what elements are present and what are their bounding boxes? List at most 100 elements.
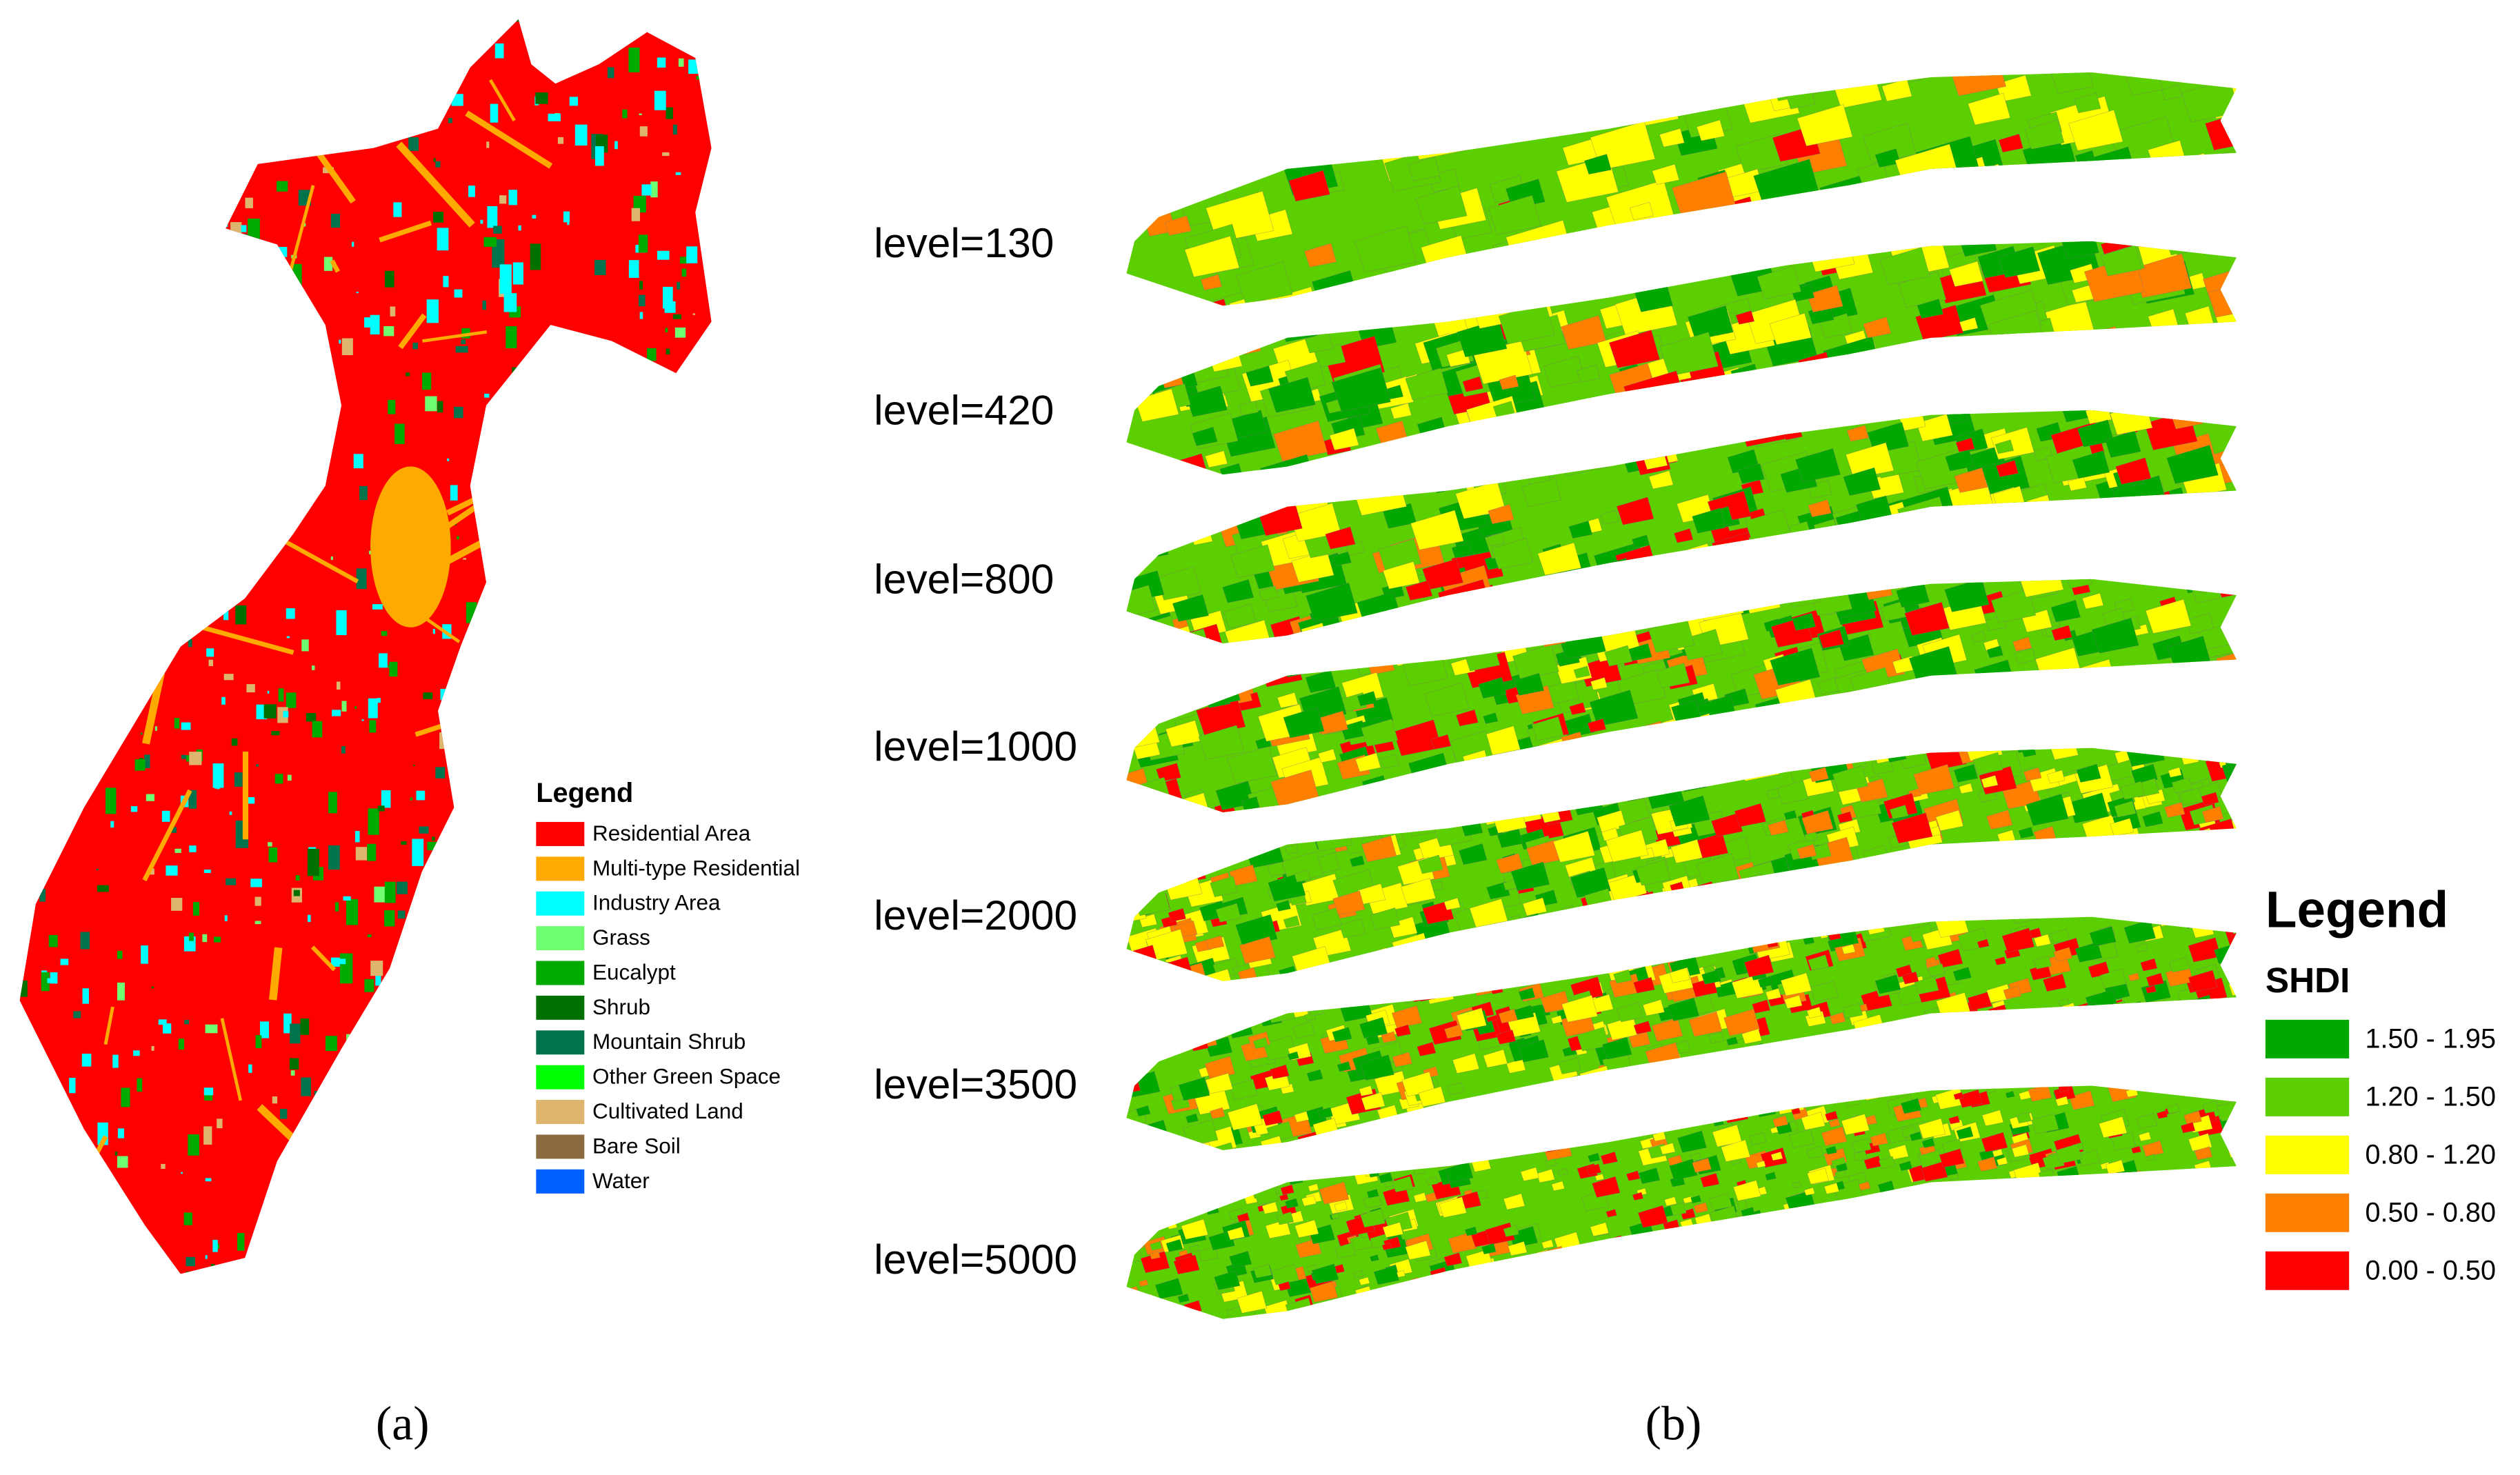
map-patch [1568, 521, 1592, 539]
map-patch [1986, 1326, 2008, 1342]
map-patch [2114, 801, 2137, 818]
land-patch [354, 46, 364, 58]
map-patch [2235, 992, 2237, 1007]
map-patch [1665, 410, 1708, 431]
map-patch [2130, 501, 2170, 532]
map-patch [1126, 523, 1163, 557]
map-patch [2125, 1029, 2150, 1047]
map-patch [1613, 970, 1632, 984]
map-patch [1963, 1224, 1982, 1238]
land-patch [427, 841, 438, 851]
map-patch [2174, 556, 2217, 589]
map-patch [1340, 1161, 1359, 1176]
map-patch [1626, 1170, 1641, 1181]
map-patch [1525, 263, 1573, 300]
map-patch [2244, 1112, 2269, 1130]
map-patch [2243, 1144, 2269, 1163]
land-patch [513, 964, 520, 978]
map-patch [1132, 615, 1179, 644]
map-patch [2019, 368, 2050, 392]
map-patch [1769, 313, 1812, 345]
land-patch [137, 681, 141, 684]
map-patch [1488, 194, 1541, 235]
map-patch [2064, 861, 2092, 881]
land-patch [8, 877, 10, 879]
map-patch [1450, 1307, 1474, 1319]
land-patch [322, 1170, 329, 1183]
map-patch [1371, 784, 1390, 798]
map-patch [2232, 606, 2237, 632]
land-patch [166, 865, 178, 876]
land-patch [451, 94, 463, 106]
map-patch [1886, 1085, 1904, 1090]
map-patch [2066, 579, 2092, 589]
map-patch [2139, 885, 2153, 896]
map-patch [1861, 211, 1908, 246]
land-patch [692, 313, 695, 315]
land-patch [265, 101, 271, 114]
land-patch [412, 992, 426, 1011]
map-patch [1494, 437, 1554, 475]
land-patch [105, 787, 117, 814]
land-patch [41, 972, 50, 992]
map-patch [1443, 766, 1468, 785]
land-patch [403, 995, 406, 999]
map-patch [1239, 79, 1294, 121]
map-patch [2130, 1031, 2148, 1045]
map-patch [1400, 438, 1421, 454]
map-patch [2251, 463, 2271, 477]
map-patch [1786, 1280, 1810, 1297]
map-patch [1794, 1056, 1819, 1075]
map-patch [1152, 1327, 1170, 1341]
map-patch [1636, 1301, 1654, 1315]
map-patch [1452, 1053, 1480, 1074]
map-patch [1821, 410, 1870, 428]
map-patch [1443, 72, 1466, 89]
land-patch [499, 1054, 511, 1061]
land-patch [254, 896, 261, 906]
map-patch [1143, 301, 1210, 306]
land-patch [357, 123, 361, 128]
map-patch [1925, 862, 1947, 879]
land-patch [548, 27, 554, 37]
map-patch [2201, 536, 2232, 560]
map-patch [2145, 1251, 2157, 1261]
map-patch [1333, 630, 1383, 668]
map-patch [1139, 1297, 1159, 1313]
map-patch [1417, 779, 1446, 801]
map-patch [2231, 920, 2237, 941]
map-patch [1770, 1285, 1779, 1292]
map-patch [1216, 642, 1239, 659]
map-patch [1998, 1085, 2012, 1088]
land-patch [319, 1090, 328, 1107]
map-patch [1853, 1031, 1886, 1056]
map-patch [1958, 1089, 1983, 1108]
map-patch [1606, 902, 1646, 932]
map-patch [2035, 837, 2050, 850]
map-patch [2082, 592, 2104, 610]
map-patch [1462, 376, 1483, 392]
map-patch [1252, 1037, 1269, 1049]
map-patch [1128, 1010, 1153, 1029]
map-patch [1254, 978, 1290, 1005]
map-patch [1255, 977, 1290, 1003]
map-patch [1189, 1142, 1213, 1150]
land-patch [83, 159, 86, 163]
map-patch [1661, 390, 1681, 405]
map-patch [2241, 572, 2285, 605]
land-patch [131, 594, 143, 616]
map-patch [1490, 941, 1508, 954]
map-patch [1376, 950, 1387, 958]
land-patch [248, 109, 257, 128]
map-patch [1834, 689, 1879, 722]
land-patch [412, 104, 423, 117]
land-patch [538, 437, 550, 444]
map-patch [1611, 1074, 1623, 1083]
map-patch [2136, 1113, 2157, 1129]
map-patch [2046, 1245, 2065, 1261]
map-patch [2121, 1250, 2146, 1268]
map-patch [1715, 752, 1732, 765]
land-patch [367, 843, 377, 861]
land-patch [717, 1141, 728, 1167]
map-patch [2207, 1294, 2236, 1316]
